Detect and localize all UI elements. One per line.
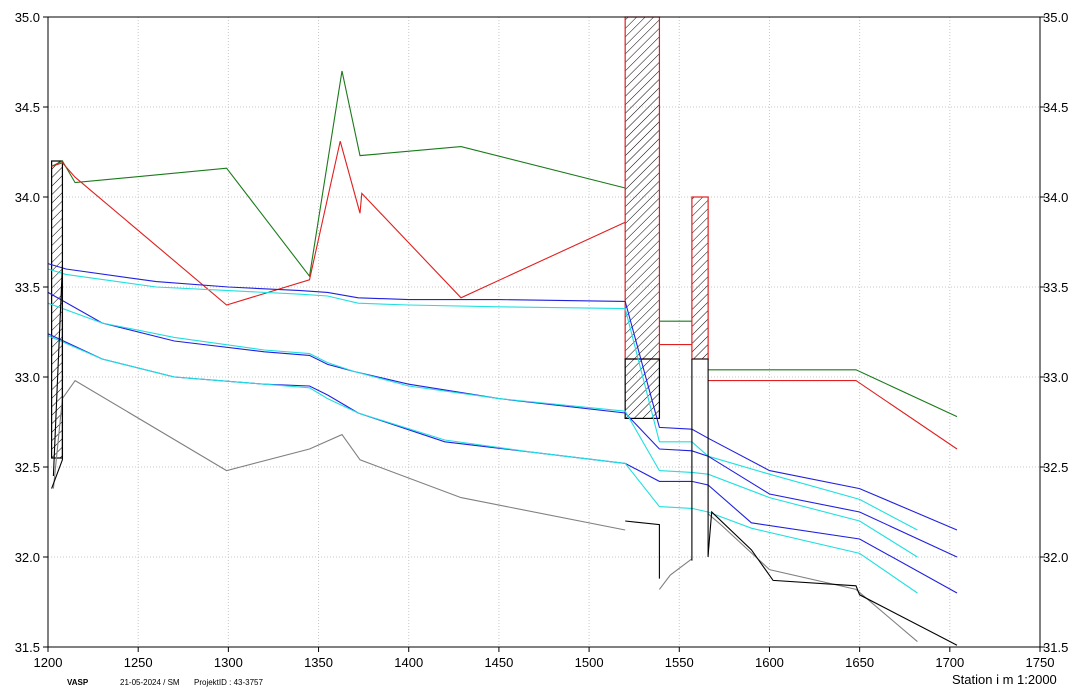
y-tick-label-left: 31.5: [15, 640, 40, 655]
series-line: [47, 333, 958, 594]
y-tick-label-right: 35.0: [1043, 10, 1068, 25]
x-tick-label: 1750: [1026, 655, 1055, 670]
x-tick-label: 1350: [304, 655, 333, 670]
x-tick-label: 1650: [845, 655, 874, 670]
hatched-structure: [624, 16, 661, 360]
x-axis-label: Station i m 1:2000: [952, 672, 1057, 687]
footer-company: VASP: [67, 678, 89, 687]
series-line: [47, 302, 918, 558]
series-line: [691, 358, 709, 557]
x-tick-label: 1450: [484, 655, 513, 670]
y-tick-label-left: 32.0: [15, 550, 40, 565]
x-tick-label: 1550: [665, 655, 694, 670]
x-tick-label: 1600: [755, 655, 784, 670]
y-tick-label-right: 32.0: [1043, 550, 1068, 565]
footer-date-user: 21-05-2024 / SM: [120, 678, 180, 687]
y-tick-label-right: 34.5: [1043, 100, 1068, 115]
series-line: [707, 510, 958, 646]
y-tick-label-left: 34.0: [15, 190, 40, 205]
y-tick-label-left: 33.5: [15, 280, 40, 295]
y-tick-label-right: 31.5: [1043, 640, 1068, 655]
series-line: [47, 291, 958, 558]
axis-ticks: 1200 1250 1300 1350 1400 1450 1500 1550 1600 1650…: [15, 10, 1069, 670]
series-line: [625, 520, 660, 579]
series-line: [47, 263, 958, 531]
x-tick-label: 1300: [214, 655, 243, 670]
series-line: [47, 268, 918, 531]
series-line: [708, 380, 958, 450]
x-tick-label: 1400: [394, 655, 423, 670]
x-tick-label: 1700: [935, 655, 964, 670]
series-line: [47, 335, 918, 594]
x-tick-label: 1250: [124, 655, 153, 670]
y-tick-label-right: 33.5: [1043, 280, 1068, 295]
series-line: [51, 265, 63, 489]
y-tick-label-left: 35.0: [15, 10, 40, 25]
y-tick-label-left: 34.5: [15, 100, 40, 115]
plot-frame: [47, 16, 1041, 648]
profile-series: [47, 70, 958, 646]
y-tick-label-right: 34.0: [1043, 190, 1068, 205]
x-tick-label: 1500: [575, 655, 604, 670]
series-line: [51, 70, 626, 278]
y-tick-label-right: 33.0: [1043, 370, 1068, 385]
series-line: [707, 513, 918, 643]
series-line: [708, 369, 958, 418]
y-tick-label-left: 32.5: [15, 460, 40, 475]
series-line: [51, 141, 626, 306]
footer-project: ProjektID : 43-3757: [194, 678, 263, 687]
hatched-structures: [51, 16, 709, 459]
series-line: [658, 558, 693, 590]
hatched-structure: [691, 196, 709, 360]
y-tick-label-left: 33.0: [15, 370, 40, 385]
grid-lines: [47, 16, 1041, 648]
y-tick-label-right: 32.5: [1043, 460, 1068, 475]
series-line: [52, 379, 626, 531]
x-tick-label: 1200: [34, 655, 63, 670]
